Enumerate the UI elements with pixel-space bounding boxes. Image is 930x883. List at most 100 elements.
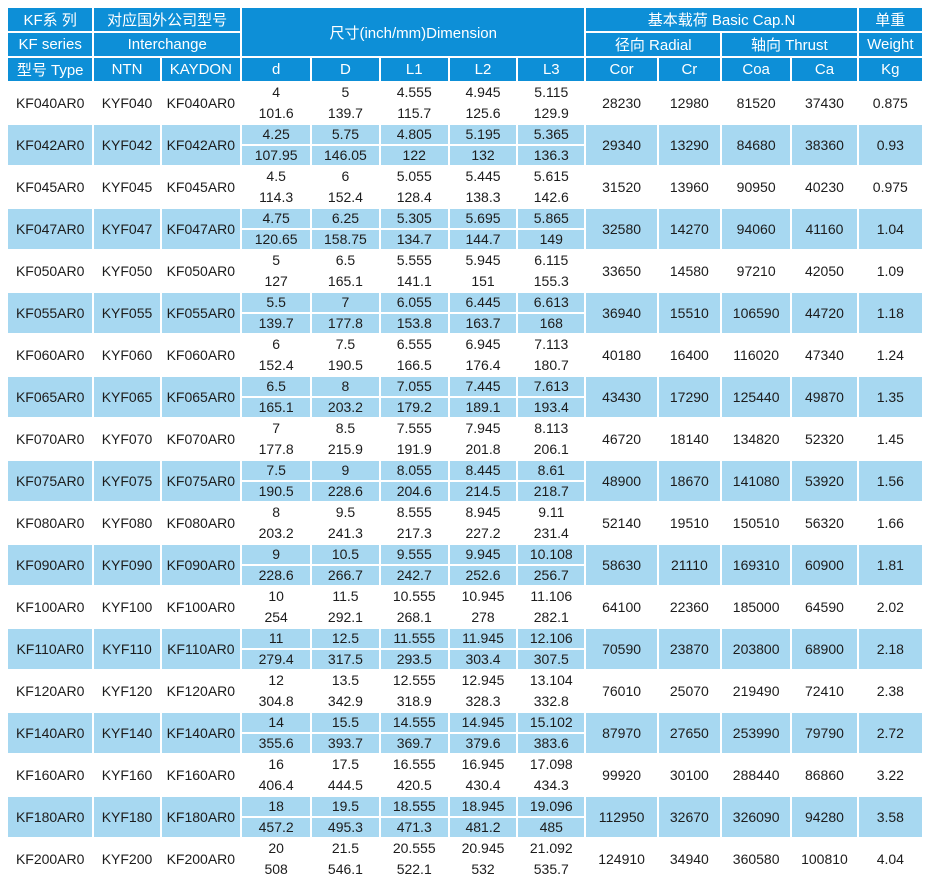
cell-kaydon: KF070AR0	[161, 419, 240, 459]
mm-value: 132	[471, 147, 495, 163]
cell-dimension: 5.115 129.9	[518, 83, 585, 123]
cell-load: 43430	[586, 377, 657, 417]
mm-value: 179.2	[396, 399, 432, 415]
inch-value: 5.365	[518, 125, 585, 146]
mm-value: 193.4	[533, 399, 569, 415]
inch-value: 18.555	[380, 797, 448, 818]
mm-value: 204.6	[396, 483, 432, 499]
header-interchange-en: Interchange	[94, 33, 240, 56]
cell-kaydon: KF065AR0	[161, 377, 240, 417]
table-row: KF075AR0 KYF075 KF075AR0 7.5 190.5 9 228.6 8.05…	[8, 461, 922, 501]
cell-dimension: 8.445 214.5	[449, 461, 517, 501]
cell-load: 94060	[722, 209, 791, 249]
mm-value: 355.6	[258, 735, 294, 751]
cell-kaydon: KF075AR0	[161, 461, 240, 501]
cell-dimension: 10.108 256.7	[518, 545, 585, 585]
cell-dimension: 8.113 206.1	[518, 419, 585, 459]
mm-value: 406.4	[258, 777, 294, 793]
cell-type: KF080AR0	[8, 503, 93, 543]
cell-load: 150510	[722, 503, 791, 543]
mm-value: 279.4	[258, 651, 294, 667]
cell-type: KF090AR0	[8, 545, 93, 585]
table-row: KF160AR0 KYF160 KF160AR0 16 406.4 17.5 444.5 16…	[8, 755, 922, 795]
mm-value: 278	[471, 609, 495, 625]
inch-value: 11.945	[449, 629, 517, 650]
cell-ntn: KYF065	[94, 377, 160, 417]
mm-value: 163.7	[465, 315, 501, 331]
cell-load: 31520	[586, 167, 657, 207]
inch-value: 9	[242, 545, 311, 566]
mm-value: 444.5	[327, 777, 363, 793]
cell-dimension: 6.445 163.7	[449, 293, 517, 333]
cell-dimension: 20.555 522.1	[380, 839, 448, 879]
cell-dimension: 6.5 165.1	[242, 377, 311, 417]
cell-load: 125440	[722, 377, 791, 417]
inch-value: 4.5	[242, 167, 311, 188]
inch-value: 4.555	[380, 83, 448, 104]
cell-load: 40180	[586, 335, 657, 375]
header-col-D: D	[312, 58, 379, 81]
table-row: KF040AR0 KYF040 KF040AR0 4 101.6 5 139.7 4.555 1…	[8, 83, 922, 123]
mm-value: 228.6	[258, 567, 294, 583]
mm-value: 203.2	[258, 525, 294, 541]
cell-type: KF055AR0	[8, 293, 93, 333]
cell-load: 23870	[658, 629, 720, 669]
inch-value: 5.115	[518, 83, 585, 104]
inch-value: 10	[242, 587, 311, 608]
cell-load: 97210	[722, 251, 791, 291]
cell-load: 99920	[586, 755, 657, 795]
inch-value: 5.615	[518, 167, 585, 188]
mm-value: 252.6	[465, 567, 501, 583]
table-row: KF200AR0 KYF200 KF200AR0 20 508 21.5 546.1 20.5…	[8, 839, 922, 879]
mm-value: 168	[539, 315, 563, 331]
mm-value: 190.5	[327, 357, 363, 373]
inch-value: 6.555	[380, 335, 448, 356]
mm-value: 307.5	[533, 651, 569, 667]
inch-value: 5.445	[449, 167, 517, 188]
header-row-3: 型号 Type NTN KAYDON d D L1 L2 L3 Cor Cr C…	[8, 58, 922, 81]
inch-value: 6.115	[518, 251, 585, 272]
table-row: KF055AR0 KYF055 KF055AR0 5.5 139.7 7 177.8 6.05…	[8, 293, 922, 333]
header-kf-series-cn: KF系 列	[8, 8, 93, 31]
cell-kaydon: KF042AR0	[161, 125, 240, 165]
cell-load: 81520	[722, 83, 791, 123]
inch-value: 7.113	[518, 335, 585, 356]
cell-dimension: 6.055 153.8	[380, 293, 448, 333]
cell-dimension: 5.365 136.3	[518, 125, 585, 165]
inch-value: 7	[312, 293, 379, 314]
cell-type: KF050AR0	[8, 251, 93, 291]
cell-weight: 1.24	[858, 335, 922, 375]
cell-type: KF060AR0	[8, 335, 93, 375]
cell-dimension: 8 203.2	[312, 377, 379, 417]
mm-value: 129.9	[533, 105, 569, 121]
cell-dimension: 9.945 252.6	[449, 545, 517, 585]
cell-kaydon: KF200AR0	[161, 839, 240, 879]
cell-dimension: 9.11 231.4	[518, 503, 585, 543]
mm-value: 379.6	[465, 735, 501, 751]
mm-value: 189.1	[465, 399, 501, 415]
mm-value: 177.8	[327, 315, 363, 331]
table-row: KF070AR0 KYF070 KF070AR0 7 177.8 8.5 215.9 7.55…	[8, 419, 922, 459]
cell-dimension: 7.055 179.2	[380, 377, 448, 417]
cell-dimension: 14.945 379.6	[449, 713, 517, 753]
cell-dimension: 21.5 546.1	[312, 839, 379, 879]
mm-value: 177.8	[258, 441, 294, 457]
mm-value: 138.3	[465, 189, 501, 205]
cell-dimension: 9 228.6	[312, 461, 379, 501]
mm-value: 471.3	[396, 819, 432, 835]
mm-value: 481.2	[465, 819, 501, 835]
cell-load: 14580	[658, 251, 720, 291]
mm-value: 303.4	[465, 651, 501, 667]
mm-value: 158.75	[324, 231, 367, 247]
cell-kaydon: KF045AR0	[161, 167, 240, 207]
mm-value: 134.7	[396, 231, 432, 247]
mm-value: 115.7	[397, 105, 432, 121]
cell-dimension: 8 203.2	[242, 503, 311, 543]
cell-ntn: KYF060	[94, 335, 160, 375]
cell-type: KF140AR0	[8, 713, 93, 753]
cell-load: 253990	[722, 713, 791, 753]
cell-ntn: KYF047	[94, 209, 160, 249]
cell-load: 29340	[586, 125, 657, 165]
inch-value: 14	[242, 713, 311, 734]
